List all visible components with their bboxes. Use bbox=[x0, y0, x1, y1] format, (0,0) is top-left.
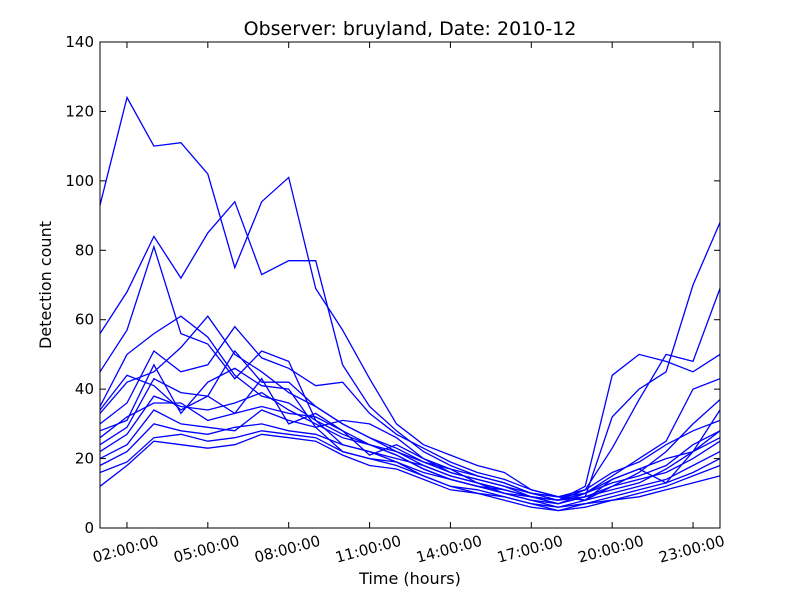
plot-frame bbox=[99, 41, 721, 529]
series-line-13 bbox=[99, 433, 721, 512]
y-axis: 0 20 40 60 80 100 120 140 bbox=[65, 33, 720, 537]
series-line-6 bbox=[99, 325, 721, 501]
series-line-8 bbox=[99, 377, 721, 505]
series-line-5 bbox=[99, 315, 721, 498]
x-tick-label-17:00:00: 17:00:00 bbox=[495, 532, 565, 567]
x-tick-label-11:00:00: 11:00:00 bbox=[333, 532, 403, 567]
series-line-10 bbox=[99, 409, 721, 508]
y-tick-label-40: 40 bbox=[75, 380, 94, 398]
x-tick-label-20:00:00: 20:00:00 bbox=[576, 532, 646, 567]
series-line-7 bbox=[99, 363, 721, 501]
series-lines bbox=[99, 95, 721, 512]
y-tick-label-60: 60 bbox=[75, 311, 94, 329]
x-tick-label-08:00:00: 08:00:00 bbox=[253, 532, 323, 567]
y-tick-label-20: 20 bbox=[75, 450, 94, 468]
x-tick-label-23:00:00: 23:00:00 bbox=[657, 532, 727, 567]
series-line-11 bbox=[99, 423, 721, 508]
y-tick-label-80: 80 bbox=[75, 241, 94, 259]
x-tick-label-02:00:00: 02:00:00 bbox=[91, 532, 161, 567]
series-line-1 bbox=[99, 95, 721, 501]
series-line-15 bbox=[99, 349, 721, 498]
y-axis-label: Detection count bbox=[36, 221, 55, 349]
chart-title: Observer: bruyland, Date: 2010-12 bbox=[244, 18, 577, 40]
y-tick-label-0: 0 bbox=[84, 519, 94, 537]
x-tick-label-05:00:00: 05:00:00 bbox=[172, 532, 242, 567]
y-tick-label-120: 120 bbox=[65, 102, 94, 120]
series-line-9 bbox=[99, 391, 721, 505]
y-tick-label-140: 140 bbox=[65, 33, 94, 51]
series-line-14 bbox=[99, 402, 721, 501]
y-tick-label-100: 100 bbox=[65, 172, 94, 190]
x-tick-label-14:00:00: 14:00:00 bbox=[414, 532, 484, 567]
x-axis-label: Time (hours) bbox=[358, 569, 461, 588]
